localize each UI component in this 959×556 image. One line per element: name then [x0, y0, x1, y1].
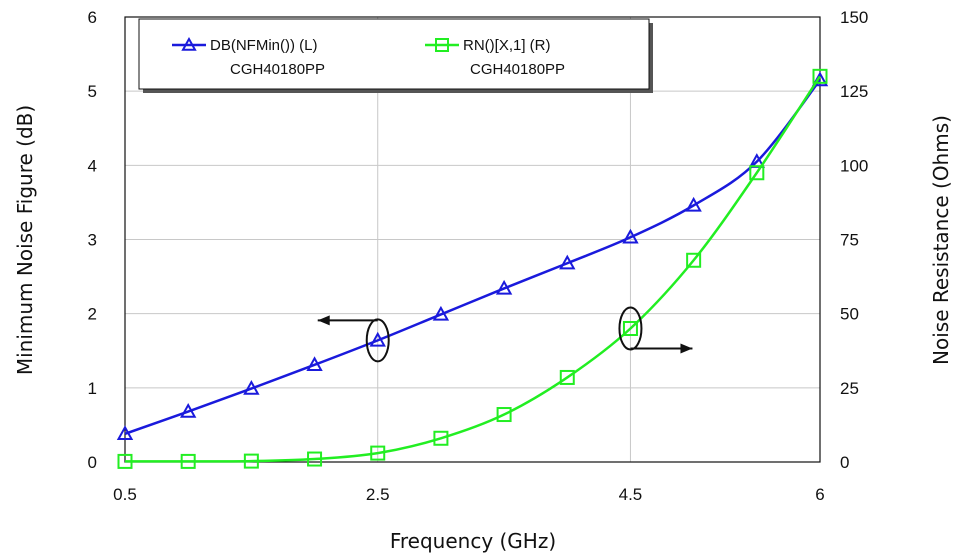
data-point-square — [435, 38, 449, 52]
legend-series-sublabel: CGH40180PP — [230, 61, 325, 78]
data-point-square — [117, 453, 133, 469]
data-point-triangle — [495, 279, 513, 295]
right-y-tick-label: 100 — [840, 156, 868, 175]
series-layer — [116, 68, 829, 469]
left-y-tick-labels: 0 1 2 3 4 5 6 — [88, 8, 97, 472]
x-tick-label: 2.5 — [366, 485, 390, 504]
data-point-square — [686, 252, 702, 268]
x-tick-label: 4.5 — [619, 485, 643, 504]
x-axis-title: Frequency (GHz) — [390, 529, 556, 553]
left-y-tick-label: 3 — [88, 231, 97, 250]
legend-box — [138, 18, 650, 90]
legend-series-name: RN()[X,1] (R) — [463, 37, 551, 54]
arrow-head — [680, 343, 693, 354]
left-y-tick-label: 2 — [88, 305, 97, 324]
left-y-tick-label: 6 — [88, 8, 97, 27]
annotation-left-axis — [317, 315, 390, 363]
annotations — [317, 306, 693, 363]
left-y-tick-label: 0 — [88, 453, 97, 472]
right-y-tick-labels: 0 25 50 75 100 125 150 — [840, 8, 868, 472]
right-y-tick-label: 50 — [840, 305, 859, 324]
data-point-triangle — [116, 425, 134, 441]
legend-item-1: DB(NFMin()) (L) CGH40180PP — [172, 36, 325, 78]
data-point-square — [307, 451, 323, 467]
data-point-square — [812, 68, 828, 84]
data-point-triangle — [432, 305, 450, 321]
series-line — [124, 75, 822, 463]
series-line — [124, 79, 821, 435]
right-y-tick-label: 25 — [840, 379, 859, 398]
right-y-tick-label: 150 — [840, 8, 868, 27]
right-y-axis-title: Noise Resistance (Ohms) — [929, 115, 953, 365]
data-point-triangle — [559, 254, 576, 270]
legend: DB(NFMin()) (L) CGH40180PP RN()[X,1] (R) CG… — [138, 18, 653, 93]
data-point-triangle — [179, 403, 197, 418]
left-y-tick-label: 4 — [88, 156, 97, 175]
right-y-tick-label: 75 — [840, 231, 859, 250]
data-point-triangle — [369, 331, 386, 347]
left-y-axis-title: Minimum Noise Figure (dB) — [13, 105, 37, 375]
annotation-right-axis — [618, 306, 693, 354]
data-point-square — [433, 430, 449, 446]
data-point-square — [496, 407, 512, 423]
data-point-square — [370, 445, 386, 461]
arrow-head — [317, 315, 330, 326]
data-point-square — [243, 453, 259, 469]
x-tick-label: 0.5 — [113, 485, 137, 504]
data-point-triangle — [622, 228, 639, 244]
x-tick-labels: 0.5 2.5 4.5 6 — [113, 485, 825, 504]
data-point-triangle — [685, 196, 702, 212]
data-point-square — [749, 165, 765, 181]
series-2 — [117, 68, 828, 469]
x-tick-label: 6 — [815, 485, 824, 504]
data-point-triangle — [181, 36, 197, 51]
data-point-square — [559, 369, 575, 385]
plot-area-frame — [124, 16, 821, 463]
legend-series-name: DB(NFMin()) (L) — [210, 37, 317, 54]
legend-item-2: RN()[X,1] (R) CGH40180PP — [425, 37, 565, 78]
data-point-triangle — [306, 356, 323, 372]
right-y-tick-label: 0 — [840, 453, 849, 472]
data-point-square — [180, 453, 196, 469]
right-y-tick-label: 125 — [840, 82, 868, 101]
left-y-tick-label: 1 — [88, 379, 97, 398]
legend-series-sublabel: CGH40180PP — [470, 61, 565, 78]
series-1 — [116, 71, 829, 441]
data-point-triangle — [243, 380, 260, 395]
left-y-tick-label: 5 — [88, 82, 97, 101]
data-point-square — [622, 321, 638, 336]
